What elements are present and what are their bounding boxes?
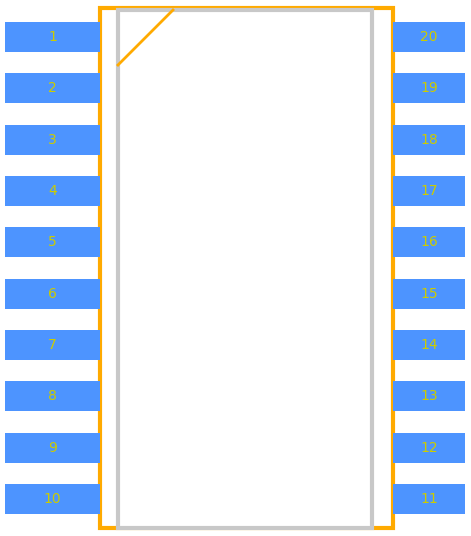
Bar <box>5 22 100 52</box>
Bar <box>393 381 465 411</box>
Text: 14: 14 <box>420 338 438 352</box>
Bar <box>5 279 100 309</box>
Bar <box>393 176 465 206</box>
Text: 12: 12 <box>420 441 438 455</box>
Bar <box>393 484 465 514</box>
Bar <box>393 125 465 155</box>
Bar <box>393 73 465 103</box>
Text: 9: 9 <box>48 441 57 455</box>
Text: 5: 5 <box>48 235 57 249</box>
Bar <box>393 279 465 309</box>
Text: 3: 3 <box>48 133 57 147</box>
Text: 8: 8 <box>48 389 57 403</box>
Text: 4: 4 <box>48 184 57 198</box>
Bar <box>5 73 100 103</box>
Text: 13: 13 <box>420 389 438 403</box>
Text: 16: 16 <box>420 235 438 249</box>
Bar <box>100 8 393 528</box>
Text: 19: 19 <box>420 81 438 95</box>
Bar <box>393 433 465 463</box>
Text: 2: 2 <box>48 81 57 95</box>
Bar <box>5 381 100 411</box>
Bar <box>5 433 100 463</box>
Bar <box>393 330 465 360</box>
Text: 17: 17 <box>420 184 438 198</box>
Text: 1: 1 <box>48 30 57 44</box>
Text: 15: 15 <box>420 287 438 301</box>
Text: 20: 20 <box>420 30 438 44</box>
Bar <box>118 10 372 528</box>
Bar <box>393 22 465 52</box>
Text: 7: 7 <box>48 338 57 352</box>
Text: 18: 18 <box>420 133 438 147</box>
Text: 11: 11 <box>420 492 438 506</box>
Bar <box>5 484 100 514</box>
Bar <box>5 227 100 257</box>
Bar <box>5 330 100 360</box>
Bar <box>5 125 100 155</box>
Text: 6: 6 <box>48 287 57 301</box>
Text: 10: 10 <box>44 492 61 506</box>
Bar <box>5 176 100 206</box>
Bar <box>393 227 465 257</box>
